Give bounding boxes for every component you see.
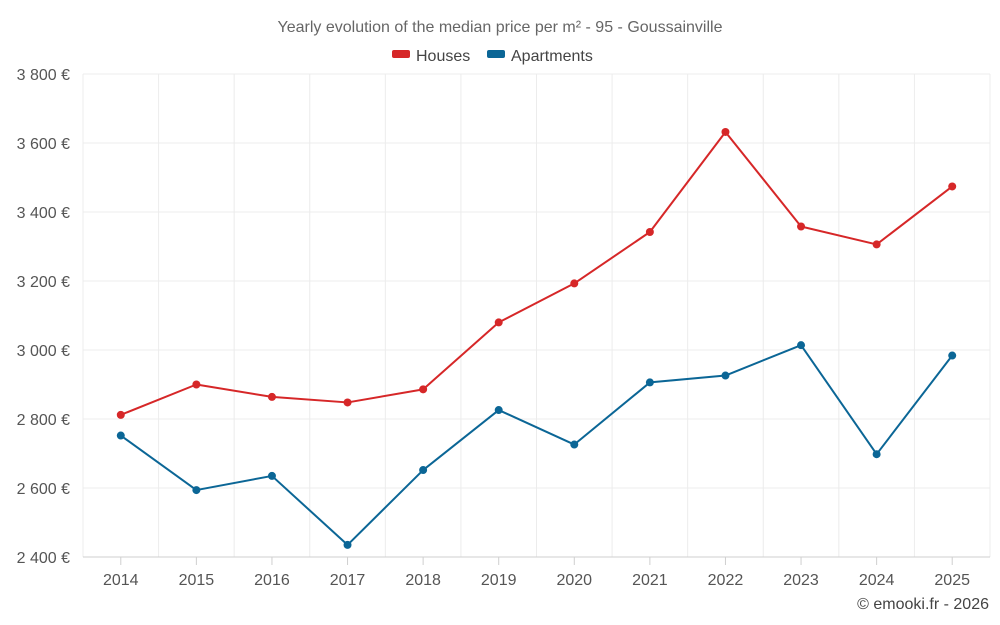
x-tick-label: 2020 [556,572,592,589]
y-tick-label: 2 600 € [17,481,70,498]
y-tick-label: 3 000 € [17,343,70,360]
grid [82,73,991,557]
data-point-apartments[interactable] [116,431,125,440]
y-tick-label: 3 400 € [17,205,70,222]
x-tick-label: 2022 [708,572,744,589]
data-point-apartments[interactable] [872,450,881,459]
y-tick-label: 3 600 € [17,136,70,153]
data-point-houses[interactable] [645,228,654,237]
x-tick-label: 2025 [934,572,970,589]
y-tick-label: 2 800 € [17,412,70,429]
x-tick-label: 2015 [179,572,215,589]
data-point-apartments[interactable] [797,341,806,350]
data-point-apartments[interactable] [570,440,579,449]
legend-swatch-houses [392,50,410,58]
data-point-houses[interactable] [494,318,503,327]
x-tick-label: 2023 [783,572,819,589]
axes: 2 400 € 2 600 € 2 800 € 3 000 € 3 200 € 3 400… [17,67,990,589]
x-tick-label: 2018 [405,572,441,589]
y-tick-label: 3 800 € [17,67,70,84]
data-point-apartments[interactable] [645,378,654,387]
data-point-houses[interactable] [872,240,881,249]
legend-swatch-apartments [487,50,505,58]
series-line-apartments [120,344,954,546]
data-point-houses[interactable] [570,279,579,288]
data-point-houses[interactable] [343,398,352,407]
series [116,127,957,549]
legend: Houses Apartments [392,48,593,65]
data-point-houses[interactable] [419,385,428,394]
legend-item-houses[interactable]: Houses [392,48,470,65]
data-point-houses[interactable] [267,392,276,401]
data-point-houses[interactable] [116,410,125,419]
data-point-houses[interactable] [721,127,730,136]
data-point-apartments[interactable] [721,371,730,380]
x-tick-label: 2014 [103,572,139,589]
data-point-apartments[interactable] [343,540,352,549]
data-point-apartments[interactable] [267,471,276,480]
x-tick-label: 2024 [859,572,895,589]
series-apartments [116,341,957,549]
data-point-apartments[interactable] [494,406,503,415]
data-point-apartments[interactable] [419,466,428,475]
legend-label-houses: Houses [416,48,470,65]
x-tick-label: 2016 [254,572,290,589]
credit-text: © emooki.fr - 2026 [857,596,989,613]
series-houses [116,127,957,419]
series-line-houses [120,130,953,416]
data-point-apartments[interactable] [948,351,957,360]
data-point-houses[interactable] [948,182,957,191]
legend-item-apartments[interactable]: Apartments [487,48,593,65]
data-point-apartments[interactable] [192,486,201,495]
y-tick-label: 2 400 € [17,550,70,567]
data-point-houses[interactable] [192,380,201,389]
y-tick-label: 3 200 € [17,274,70,291]
x-tick-label: 2017 [330,572,366,589]
data-point-houses[interactable] [797,222,806,231]
legend-label-apartments: Apartments [511,48,593,65]
chart-title: Yearly evolution of the median price per… [278,19,723,36]
x-tick-label: 2019 [481,572,517,589]
x-tick-label: 2021 [632,572,668,589]
